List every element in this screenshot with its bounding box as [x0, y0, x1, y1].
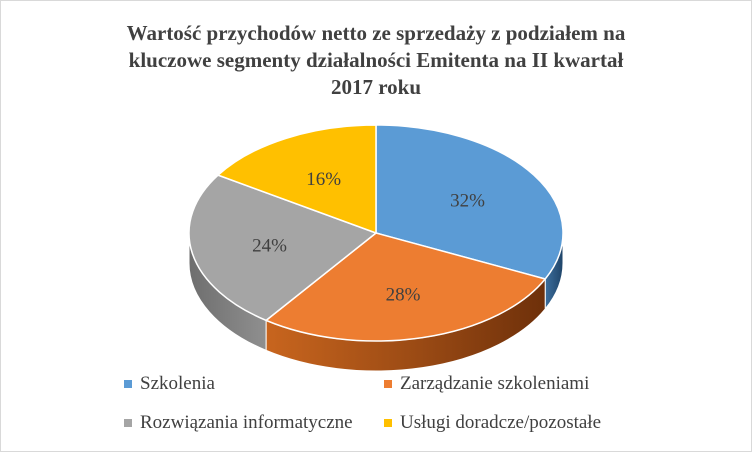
pie-sides	[188, 232, 564, 372]
pie-slice-rozwiazania	[188, 174, 377, 322]
pie-slice-zarzadzanie	[265, 232, 546, 342]
data-label-zarzadzanie: 28%	[386, 285, 421, 306]
pie-slice-uslugi	[217, 124, 377, 234]
pie-tops	[188, 124, 564, 342]
chart-title: Wartość przychodów netto ze sprzedaży z …	[60, 20, 692, 101]
chart-title-line-3: 2017 roku	[330, 75, 422, 99]
chart-title-line-1: Wartość przychodów netto ze sprzedaży z …	[126, 21, 626, 45]
chart-title-line-2: kluczowe segmenty działalności Emitenta …	[128, 48, 624, 72]
data-label-rozwiazania: 24%	[252, 236, 287, 257]
pie-data-labels: 32% 28% 24% 16%	[252, 169, 485, 306]
data-label-szkolenia: 32%	[450, 190, 485, 211]
data-label-uslugi: 16%	[306, 169, 341, 190]
pie-slice-szkolenia	[375, 124, 564, 280]
